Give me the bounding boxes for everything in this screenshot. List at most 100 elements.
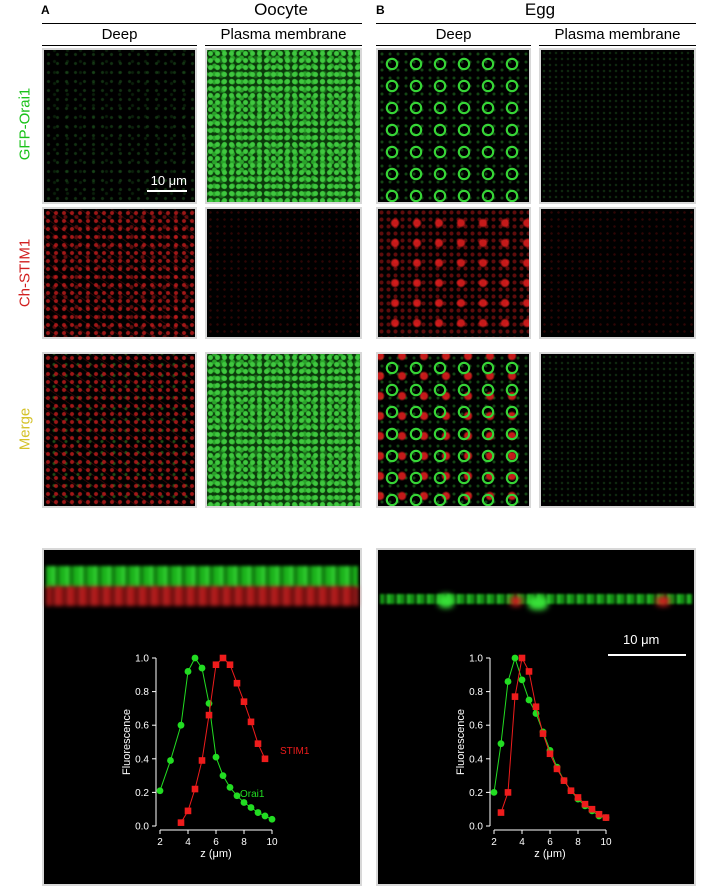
y-tick-label: 1.0 — [469, 654, 483, 665]
micrograph-egg-pm-stim1 — [539, 207, 696, 339]
ortho-blob-red-b2 — [656, 596, 670, 606]
panel-letter-a: A — [41, 3, 50, 17]
x-axis-label: z (μm) — [534, 848, 565, 860]
micrograph-egg-pm-merge — [539, 352, 696, 508]
data-point-orai1 — [212, 753, 220, 761]
data-point-stim1 — [226, 661, 234, 669]
y-tick-label: 0.4 — [135, 754, 149, 765]
y-tick-label: 0.6 — [469, 721, 483, 732]
col-rule-deep-a — [42, 45, 197, 46]
x-tick-label: 6 — [547, 837, 553, 848]
data-point-stim1 — [546, 750, 554, 758]
data-point-orai1 — [504, 678, 512, 685]
y-tick-label: 0.6 — [135, 721, 149, 732]
data-point-orai1 — [184, 668, 192, 675]
data-point-stim1 — [588, 805, 596, 813]
data-point-orai1 — [167, 757, 174, 764]
micrograph-oocyte-deep-merge — [42, 352, 197, 508]
ortho-blob-green-b — [528, 596, 548, 610]
col-rule-deep-b — [376, 45, 531, 46]
y-tick-label: 0.4 — [469, 754, 483, 765]
data-point-stim1 — [553, 765, 561, 773]
data-point-stim1 — [212, 661, 220, 669]
data-point-stim1 — [504, 789, 512, 796]
data-point-stim1 — [539, 730, 547, 737]
data-point-stim1 — [219, 654, 227, 662]
x-tick-label: 2 — [157, 837, 163, 848]
data-point-orai1 — [261, 812, 269, 820]
row-label-ch-stim1: Ch-STIM1 — [16, 238, 34, 308]
y-tick-label: 0.8 — [469, 687, 483, 698]
ortho-band-stim1-a — [46, 586, 358, 606]
data-point-stim1 — [581, 800, 589, 808]
row-label-merge: Merge — [16, 407, 34, 451]
micrograph-oocyte-deep-gfp: 10 μm — [42, 48, 197, 204]
ortho-blob-red-b — [510, 596, 522, 606]
data-point-stim1 — [497, 809, 505, 816]
data-point-orai1 — [511, 654, 519, 662]
ortho-label-backdrop — [0, 540, 42, 620]
data-point-stim1 — [177, 819, 185, 826]
x-tick-label: 4 — [185, 837, 191, 848]
x-tick-label: 2 — [491, 837, 497, 848]
ortho-panel-oocyte: 0.0 0.2 0.4 0.6 0.8 1.0 2 4 6 8 10 z (μm) Fluorescen… — [42, 548, 362, 886]
micrograph-oocyte-pm-merge — [205, 352, 362, 508]
y-tick-label: 0.2 — [469, 788, 483, 799]
data-point-stim1 — [602, 814, 610, 821]
scale-bar-label-a: 10 μm — [150, 173, 187, 188]
series-line-orai1 — [159, 657, 273, 820]
data-point-orai1 — [240, 799, 248, 806]
x-tick-label: 8 — [575, 837, 581, 848]
profile-chart-b: 0.0 0.2 0.4 0.6 0.8 1.0 2 4 6 8 10 z (μm) Fluorescen… — [455, 654, 612, 861]
col-label-pm-a: Plasma membrane — [220, 26, 347, 43]
row-label-gfp-orai1: GFP-Orai1 — [16, 87, 34, 161]
data-point-stim1 — [567, 787, 575, 795]
data-point-stim1 — [595, 810, 603, 818]
data-point-stim1 — [184, 807, 192, 815]
data-point-stim1 — [254, 740, 262, 747]
col-label-deep-a: Deep — [101, 26, 138, 43]
series-label-stim1: STIM1 — [280, 746, 310, 757]
data-point-orai1 — [156, 787, 164, 795]
y-tick-label: 0.2 — [135, 788, 149, 799]
header-rule-b — [376, 23, 696, 24]
micrograph-oocyte-deep-stim1 — [42, 207, 197, 339]
x-tick-label: 10 — [266, 837, 278, 848]
data-point-stim1 — [240, 698, 248, 705]
data-point-orai1 — [177, 721, 185, 729]
x-tick-label: 10 — [600, 837, 612, 848]
data-point-orai1 — [254, 809, 262, 816]
data-point-orai1 — [198, 664, 206, 672]
profile-chart-a: 0.0 0.2 0.4 0.6 0.8 1.0 2 4 6 8 10 z (μm) Fluorescen… — [121, 654, 310, 861]
data-point-orai1 — [518, 676, 526, 684]
data-point-stim1 — [525, 668, 533, 675]
panel-title-oocyte: Oocyte — [254, 0, 308, 19]
y-axis-label: Fluorescence — [121, 709, 133, 775]
panel-title-egg: Egg — [524, 0, 556, 19]
y-tick-label: 1.0 — [135, 654, 149, 665]
data-point-orai1 — [191, 654, 199, 662]
data-point-orai1 — [497, 740, 505, 748]
micrograph-oocyte-pm-stim1 — [205, 207, 362, 339]
data-point-orai1 — [525, 696, 533, 704]
micrograph-egg-deep-stim1 — [376, 207, 531, 339]
panel-letter-b: B — [376, 3, 385, 17]
micrograph-egg-deep-merge — [376, 352, 531, 508]
data-point-stim1 — [574, 794, 582, 801]
data-point-stim1 — [233, 679, 241, 687]
data-point-stim1 — [511, 693, 519, 700]
ortho-blob-green-b2 — [438, 594, 454, 608]
data-point-stim1 — [560, 777, 568, 784]
y-axis-label: Fluorescence — [455, 709, 467, 775]
scale-bar-label-b: 10 μm — [623, 632, 660, 647]
y-tick-label: 0.0 — [469, 822, 483, 833]
x-tick-label: 6 — [213, 837, 219, 848]
ortho-band-orai1-a — [46, 566, 358, 588]
data-point-orai1 — [226, 783, 234, 791]
data-point-stim1 — [532, 703, 540, 711]
data-point-stim1 — [191, 785, 199, 793]
header-rule-a — [42, 23, 362, 24]
data-point-orai1 — [233, 792, 241, 800]
micrograph-oocyte-pm-gfp — [205, 48, 362, 204]
col-rule-pm-a — [205, 45, 362, 46]
